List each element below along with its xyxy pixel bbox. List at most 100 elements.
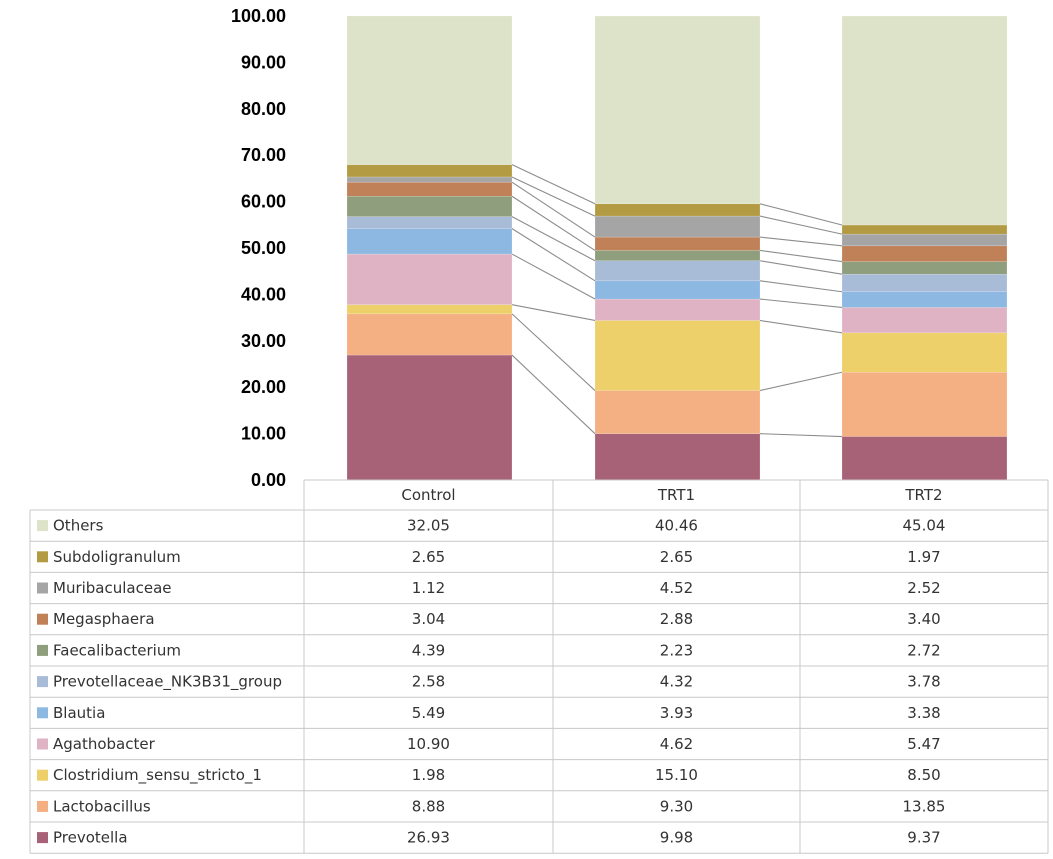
connector-line-subdoligranulum	[759, 203, 843, 226]
table-cell-prevotellaceae-nk3b31-group-trt1: 4.32	[660, 673, 693, 691]
table-cell-blautia-trt1: 3.93	[660, 704, 693, 722]
bar-segment-blautia-control	[346, 228, 513, 255]
y-tick-label: 50.00	[241, 238, 286, 258]
series-label-faecalibacterium: Faecalibacterium	[53, 641, 181, 659]
bar-segment-prevotella-trt1	[594, 433, 761, 481]
bar-segment-others-control	[346, 15, 513, 165]
legend-key-agathobacter	[37, 738, 48, 750]
y-tick-label: 90.00	[241, 52, 286, 72]
table-cell-muribaculaceae-trt1: 4.52	[660, 579, 693, 597]
connector-line-faecalibacterium	[511, 195, 596, 251]
legend-key-megasphaera	[37, 613, 48, 625]
connector-line-lactobacillus	[511, 313, 596, 391]
y-tick-label: 30.00	[241, 331, 286, 351]
connector-line-faecalibacterium	[759, 249, 843, 263]
bar-segment-faecalibacterium-trt1	[594, 250, 761, 262]
bar-segment-faecalibacterium-trt2	[841, 261, 1008, 275]
connector-line-blautia	[759, 280, 843, 293]
series-label-subdoligranulum: Subdoligranulum	[53, 548, 181, 566]
table-cell-faecalibacterium-trt2: 2.72	[907, 641, 940, 659]
table-cell-lactobacillus-control: 8.88	[412, 797, 445, 815]
bar-segment-blautia-trt2	[841, 291, 1008, 308]
series-label-lactobacillus: Lactobacillus	[53, 797, 151, 815]
connector-line-megasphaera	[759, 236, 843, 247]
y-tick-label: 100.00	[231, 6, 286, 26]
table-cell-agathobacter-trt2: 5.47	[907, 735, 940, 753]
legend-key-clostridium-sensu-stricto-1	[37, 769, 48, 781]
y-tick-label: 80.00	[241, 99, 286, 119]
table-cell-prevotellaceae-nk3b31-group-control: 2.58	[412, 673, 445, 691]
legend-key-subdoligranulum	[37, 551, 48, 563]
bar-segment-prevotella-trt2	[841, 436, 1008, 481]
table-cell-megasphaera-trt1: 2.88	[660, 610, 693, 628]
legend-key-muribaculaceae	[37, 582, 48, 594]
bar-segment-lactobacillus-trt1	[594, 390, 761, 434]
series-label-prevotellaceae-nk3b31-group: Prevotellaceae_NK3B31_group	[53, 673, 282, 692]
series-label-blautia: Blautia	[53, 704, 105, 722]
bar-segment-subdoligranulum-trt2	[841, 224, 1008, 235]
connector-line-agathobacter	[759, 298, 843, 308]
connector-line-clostridium-sensu-stricto-1	[759, 319, 843, 334]
table-cell-muribaculaceae-control: 1.12	[412, 579, 445, 597]
series-label-clostridium-sensu-stricto-1: Clostridium_sensu_stricto_1	[53, 766, 262, 785]
table-cell-subdoligranulum-trt1: 2.65	[660, 548, 693, 566]
bar-segment-prevotella-control	[346, 354, 513, 481]
bar-segment-others-trt2	[841, 15, 1008, 226]
bar-segment-clostridium-sensu-stricto-1-trt2	[841, 332, 1008, 373]
connector-line-prevotella	[511, 354, 596, 435]
y-axis: 0.00 10.00 20.00 30.00 40.00 50.00 60.00 70.00 8…	[231, 6, 286, 490]
bar-segment-agathobacter-trt2	[841, 307, 1008, 334]
table-cell-lactobacillus-trt2: 13.85	[903, 797, 946, 815]
connector-line-clostridium-sensu-stricto-1	[511, 304, 596, 322]
table-cell-prevotella-control: 26.93	[407, 829, 450, 847]
table-cell-subdoligranulum-control: 2.65	[412, 548, 445, 566]
data-table: Control TRT1 TRT2 Others 32.05 40.46 45.04 Subd…	[29, 479, 1049, 854]
series-label-prevotella: Prevotella	[53, 829, 128, 847]
bar-segment-others-trt1	[594, 15, 761, 205]
table-cell-others-trt2: 45.04	[903, 517, 946, 535]
bar-segment-prevotellaceae-nk3b31-group-trt1	[594, 260, 761, 282]
connector-line-prevotella	[759, 433, 843, 438]
bar-segment-muribaculaceae-control	[346, 176, 513, 183]
table-cell-faecalibacterium-control: 4.39	[412, 641, 445, 659]
series-label-muribaculaceae: Muribaculaceae	[53, 579, 172, 597]
category-label-trt1: TRT1	[657, 486, 695, 504]
table-cell-others-control: 32.05	[407, 517, 450, 535]
bar-segment-lactobacillus-trt2	[841, 372, 1008, 437]
connector-line-muribaculaceae	[511, 176, 596, 217]
legend-key-prevotellaceae-nk3b31-group	[37, 676, 48, 688]
connector-line-muribaculaceae	[759, 215, 843, 235]
legend-key-lactobacillus	[37, 800, 48, 812]
legend-key-blautia	[37, 707, 48, 719]
table-cell-blautia-control: 5.49	[412, 704, 445, 722]
series-connector-lines	[511, 164, 843, 438]
bar-segment-megasphaera-trt2	[841, 245, 1008, 262]
connector-line-agathobacter	[511, 253, 596, 300]
legend-key-others	[37, 520, 48, 532]
table-cell-prevotella-trt1: 9.98	[660, 829, 693, 847]
y-tick-label: 70.00	[241, 145, 286, 165]
table-cell-clostridium-sensu-stricto-1-control: 1.98	[412, 766, 445, 784]
table-cell-subdoligranulum-trt2: 1.97	[907, 548, 940, 566]
series-label-agathobacter: Agathobacter	[53, 735, 156, 753]
table-cell-others-trt1: 40.46	[655, 517, 698, 535]
bar-segment-subdoligranulum-trt1	[594, 203, 761, 217]
table-cell-agathobacter-control: 10.90	[407, 735, 450, 753]
table-cell-muribaculaceae-trt2: 2.52	[907, 579, 940, 597]
bar-segment-blautia-trt1	[594, 280, 761, 300]
series-label-others: Others	[53, 517, 104, 535]
connector-line-blautia	[511, 228, 596, 282]
connector-line-megasphaera	[511, 181, 596, 238]
y-tick-label: 40.00	[241, 284, 286, 304]
table-cell-lactobacillus-trt1: 9.30	[660, 797, 693, 815]
bar-segment-prevotellaceae-nk3b31-group-trt2	[841, 273, 1008, 293]
y-tick-label: 10.00	[241, 424, 286, 444]
table-cell-prevotella-trt2: 9.37	[907, 829, 940, 847]
table-cell-megasphaera-trt2: 3.40	[907, 610, 940, 628]
table-cell-blautia-trt2: 3.38	[907, 704, 940, 722]
bar-segment-muribaculaceae-trt1	[594, 215, 761, 238]
bar-segment-subdoligranulum-control	[346, 164, 513, 178]
y-tick-label: 60.00	[241, 192, 286, 212]
connector-line-subdoligranulum	[511, 164, 596, 205]
